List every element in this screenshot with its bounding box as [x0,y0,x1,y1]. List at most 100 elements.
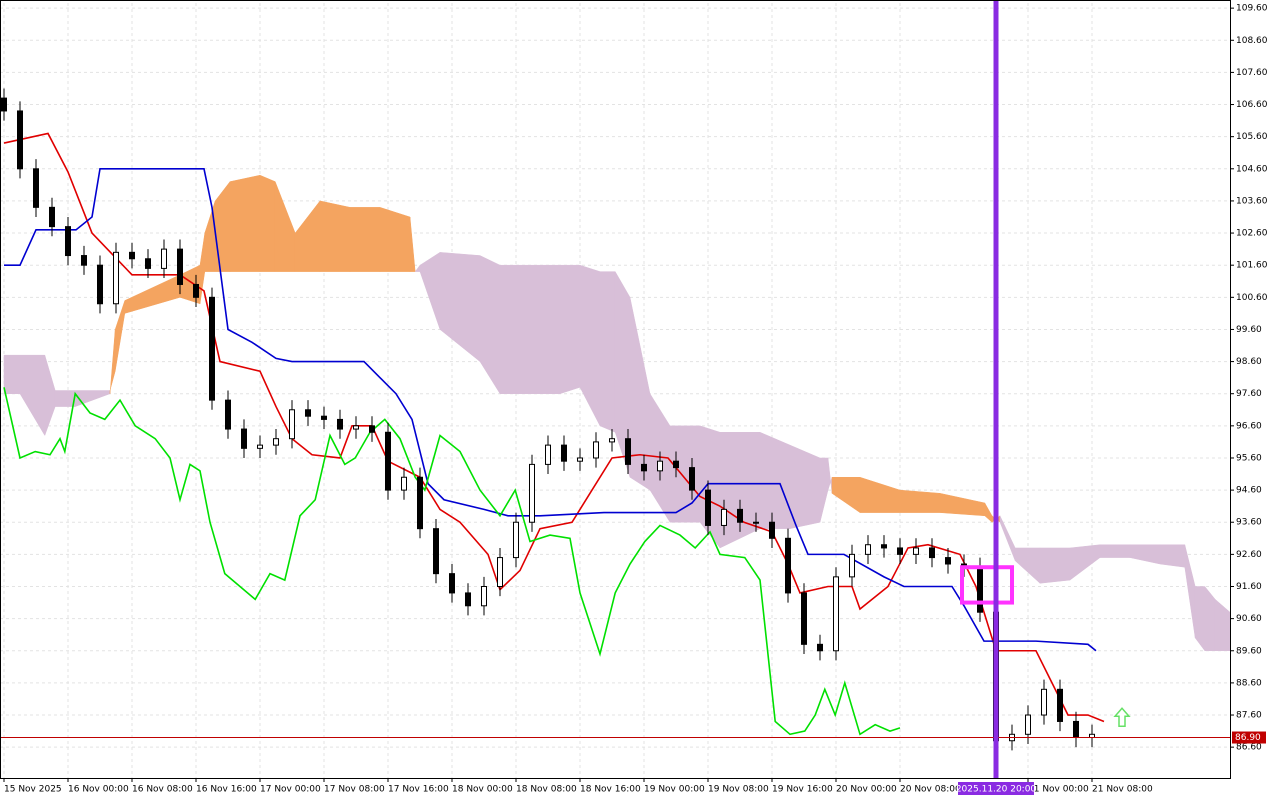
candle-body [369,425,375,433]
x-tick-label: 18 Nov 08:00 [516,785,577,795]
candle-body [225,399,231,430]
x-tick-label: 18 Nov 00:00 [452,785,513,795]
y-tick-label: 100.60 [1236,293,1268,303]
y-tick-label: 106.60 [1236,100,1268,110]
candle-body [161,248,167,269]
candle-body [849,553,855,578]
cloud-segment [349,207,381,272]
cloud-segment [319,200,351,272]
cloud-segment [1099,544,1131,558]
y-tick-label: 96.60 [1236,421,1262,431]
cloud-segment [3,354,21,394]
candle-body [513,521,519,559]
y-tick-label: 86.60 [1236,743,1262,753]
x-tick-label: 15 Nov 2025 [4,785,62,795]
candle-body [785,537,791,594]
candle-body [673,460,679,469]
x-tick-label: 20 Nov 00:00 [836,785,897,795]
candle-body [17,110,23,170]
candle-body [817,643,823,652]
candle-body [593,441,599,459]
y-tick-label: 93.60 [1236,518,1262,528]
y-tick-label: 101.60 [1236,261,1268,271]
candle-body [113,251,119,305]
candle-body [257,444,263,449]
candle-body [177,248,183,285]
indicator-line [4,167,1097,652]
candle-body [865,544,871,555]
cloud-segment [499,264,521,394]
highlight-box [960,565,1014,605]
x-tick-label: 21 Nov 00:00 [1028,785,1089,795]
cloud-segment [229,174,261,272]
candle-body [305,409,311,417]
indicator-line [3,132,1105,723]
y-tick-label: 94.60 [1236,486,1262,496]
candle-body [433,528,439,575]
candle-body [193,283,199,298]
candle-body [561,444,567,462]
candle-body [529,463,535,523]
candle-body [657,460,663,472]
x-tick-label: 21 Nov 08:00 [1092,785,1153,795]
candle-body [977,566,983,613]
y-tick-label: 107.60 [1236,68,1268,78]
cloud-segment [759,431,791,529]
candle-body [1057,688,1063,722]
x-tick-label: 16 Nov 16:00 [196,785,257,795]
candle-body [449,573,455,594]
candle-body [577,457,583,462]
cloud-segment [54,390,76,407]
candle-body [881,544,887,549]
cloud-segment [559,264,581,395]
candle-body [353,425,359,430]
candle-body [49,206,55,228]
candle-body [81,255,87,266]
y-tick-label: 103.60 [1236,196,1268,206]
cloud-segment [1159,544,1186,568]
signal-arrow [1113,707,1131,727]
cloud-segment [1039,547,1071,584]
candle-body [209,296,215,401]
x-tick-label: 16 Nov 00:00 [68,785,129,795]
x-tick-label: 16 Nov 08:00 [132,785,193,795]
x-tick-label: 19 Nov 00:00 [644,785,705,795]
overlays [0,0,1230,778]
current-price-tag [1232,731,1266,744]
cloud [3,174,1231,652]
candle-body [705,489,711,526]
candle-body [1,97,7,112]
candle-body [769,521,775,539]
candle-body [1025,714,1031,735]
x-tick-label: 17 Nov 00:00 [260,785,321,795]
y-tick-label: 109.60 [1236,4,1268,14]
y-tick-label: 91.60 [1236,582,1262,592]
candle-body [801,592,807,645]
marker-tag [958,782,1034,795]
candle-body [385,431,391,491]
current-price-label: 86.90 [1235,733,1261,743]
candle-body [497,557,503,587]
cloud-segment [599,271,616,433]
candle-body [129,251,135,260]
candle-body [929,547,935,559]
plot-border [0,0,1231,779]
candle-body [321,415,327,420]
cloud-segment [899,489,941,513]
y-tick-label: 104.60 [1236,164,1268,174]
candle-body [273,438,279,446]
candle-body [97,264,103,305]
candle-body [625,438,631,465]
candle-body [417,476,423,530]
candle-body [641,463,647,472]
candle-body [833,576,839,652]
cloud-segment [259,174,276,272]
candle-body [289,409,295,440]
cloud-segment [409,216,416,272]
candle-body [913,547,919,555]
candle-body [545,444,551,465]
y-tick-label: 105.60 [1236,132,1268,142]
candle-body [145,258,151,269]
candle-body [65,226,71,257]
